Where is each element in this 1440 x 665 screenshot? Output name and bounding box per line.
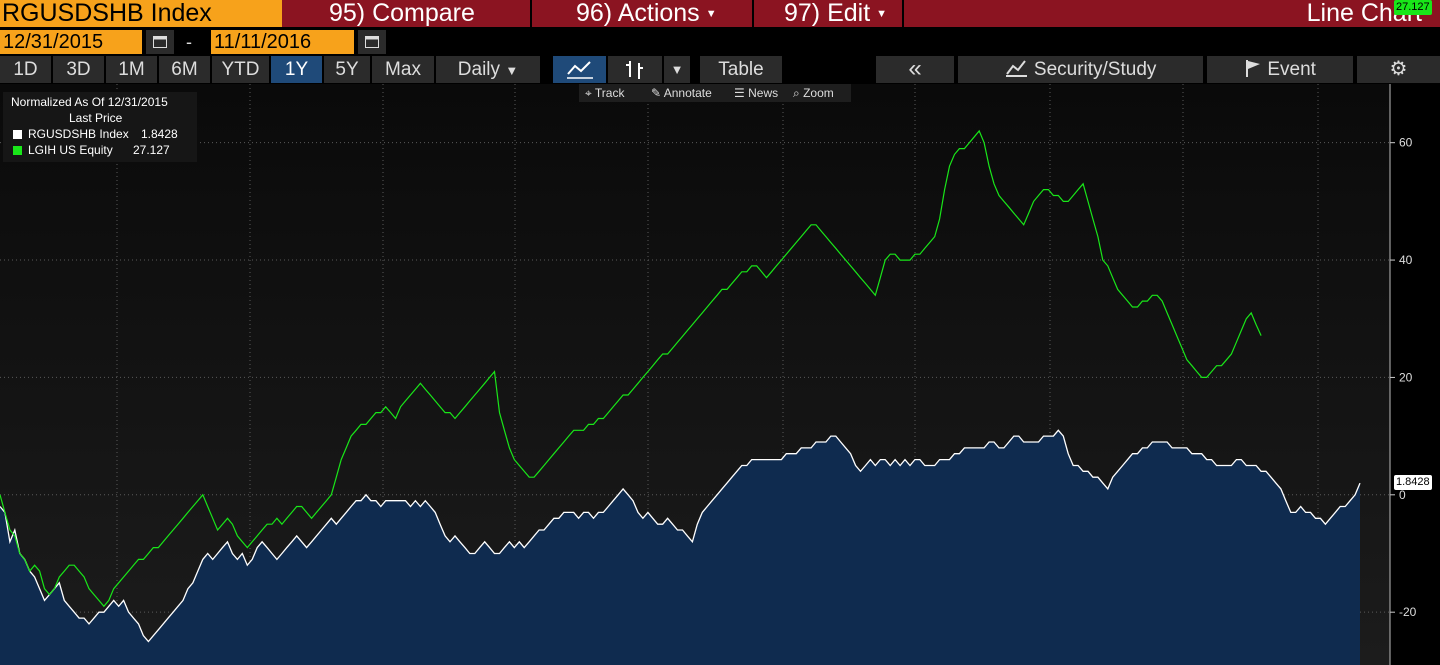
- track-tool[interactable]: ⌖ Track: [585, 84, 624, 102]
- chevron-down-icon: ▼: [670, 62, 684, 77]
- security-study-button[interactable]: Security/Study: [958, 56, 1203, 83]
- ohlc-bars-icon: [626, 61, 643, 79]
- zoom-label: Zoom: [803, 86, 834, 100]
- flag-icon: [1246, 60, 1261, 77]
- header-divider: [752, 0, 754, 27]
- calendar-icon: [153, 36, 167, 48]
- actions-label: 96) Actions: [576, 0, 700, 27]
- actions-menu-button[interactable]: 96) Actions ▼: [576, 0, 717, 27]
- period-1y-button[interactable]: 1Y: [271, 56, 322, 83]
- y-axis-tick-label: 60: [1399, 136, 1413, 150]
- start-calendar-button[interactable]: [146, 30, 174, 54]
- frequency-dropdown[interactable]: Daily ▼: [436, 56, 540, 83]
- news-label: News: [748, 86, 779, 100]
- collapse-button[interactable]: «: [876, 56, 954, 83]
- period-1m-button[interactable]: 1M: [106, 56, 157, 83]
- crosshair-icon: ⌖: [585, 86, 592, 100]
- period-ytd-button[interactable]: YTD: [212, 56, 269, 83]
- news-tool[interactable]: ☰ News: [734, 84, 778, 102]
- calendar-icon: [365, 36, 379, 48]
- event-button[interactable]: Event: [1207, 56, 1353, 83]
- y-axis-tick-label: 20: [1399, 370, 1413, 384]
- period-1d-button[interactable]: 1D: [0, 56, 51, 83]
- edit-label: 97) Edit: [784, 0, 871, 27]
- annotate-label: Annotate: [663, 86, 712, 100]
- series-line-rgusdshb: [0, 429, 1361, 643]
- legend-series-value: 27.127: [133, 143, 170, 157]
- chart-plot-area[interactable]: 60 40 20 0 -20: [0, 84, 1440, 665]
- chevron-down-icon: ▼: [876, 7, 888, 20]
- event-label: Event: [1267, 59, 1316, 80]
- news-icon: ☰: [734, 86, 745, 100]
- legend-swatch: [13, 146, 22, 155]
- annotate-tool[interactable]: ✎ Annotate: [651, 84, 712, 102]
- legend-subtitle: Last Price: [69, 111, 123, 125]
- y-axis-tick-label: 0: [1399, 488, 1406, 502]
- end-calendar-button[interactable]: [358, 30, 386, 54]
- security-study-label: Security/Study: [1033, 59, 1157, 80]
- settings-button[interactable]: ⚙: [1357, 56, 1440, 83]
- zoom-tool[interactable]: ⌕ Zoom: [793, 84, 834, 102]
- chart-type-dropdown[interactable]: ▼: [664, 56, 690, 83]
- legend-title: Normalized As Of 12/31/2015: [11, 95, 168, 109]
- study-chart-icon: [1005, 60, 1027, 77]
- header-divider: [902, 0, 904, 27]
- period-6m-button[interactable]: 6M: [159, 56, 210, 83]
- edit-menu-button[interactable]: 97) Edit ▼: [784, 0, 887, 27]
- y-axis-tick-label: -20: [1399, 605, 1417, 619]
- last-price-label-lgih: 27.127: [1394, 0, 1432, 15]
- security-ticker-field[interactable]: RGUSDSHB Index: [0, 0, 282, 27]
- period-5y-button[interactable]: 5Y: [324, 56, 370, 83]
- track-label: Track: [594, 86, 625, 100]
- date-range-bar: 12/31/2015 - 11/11/2016: [0, 28, 1440, 55]
- pencil-icon: ✎: [651, 86, 662, 100]
- header-divider: [530, 0, 532, 27]
- chart-legend: Normalized As Of 12/31/2015 Last Price R…: [3, 92, 197, 162]
- bar-chart-type-button[interactable]: [608, 56, 662, 83]
- legend-series-name: LGIH US Equity: [28, 143, 113, 157]
- gear-icon: ⚙: [1389, 58, 1408, 80]
- end-date-field[interactable]: 11/11/2016: [211, 30, 354, 54]
- series-area-rgusdshb: [0, 430, 1360, 665]
- frequency-label: Daily: [457, 59, 501, 80]
- y-axis-tick-label: 40: [1399, 253, 1413, 267]
- header-bar: RGUSDSHB Index 95) Compare 96) Actions ▼ …: [0, 0, 1440, 27]
- legend-series-value: 1.8428: [141, 127, 178, 141]
- legend-swatch: [13, 130, 22, 139]
- line-chart-type-button[interactable]: [553, 56, 606, 83]
- start-date-field[interactable]: 12/31/2015: [0, 30, 142, 54]
- compare-button[interactable]: 95) Compare: [329, 0, 475, 27]
- date-separator: -: [186, 32, 192, 52]
- table-button[interactable]: Table: [700, 56, 782, 83]
- period-max-button[interactable]: Max: [372, 56, 434, 83]
- legend-series-name: RGUSDSHB Index: [28, 127, 129, 141]
- series-line-lgih: [0, 129, 1262, 608]
- period-3d-button[interactable]: 3D: [53, 56, 104, 83]
- last-price-label-rgusdshb: 1.8428: [1394, 475, 1432, 491]
- chevron-down-icon: ▼: [705, 7, 717, 20]
- chart-mini-toolbar: ⌖ Track ✎ Annotate ☰ News ⌕ Zoom: [579, 84, 851, 102]
- line-chart-icon: [566, 61, 593, 79]
- magnifier-icon: ⌕: [793, 86, 800, 100]
- chevron-down-icon: ▼: [505, 63, 519, 78]
- chart-toolbar: 1D 3D 1M 6M YTD 1Y 5Y Max Daily ▼ ▼ Tabl…: [0, 56, 1440, 83]
